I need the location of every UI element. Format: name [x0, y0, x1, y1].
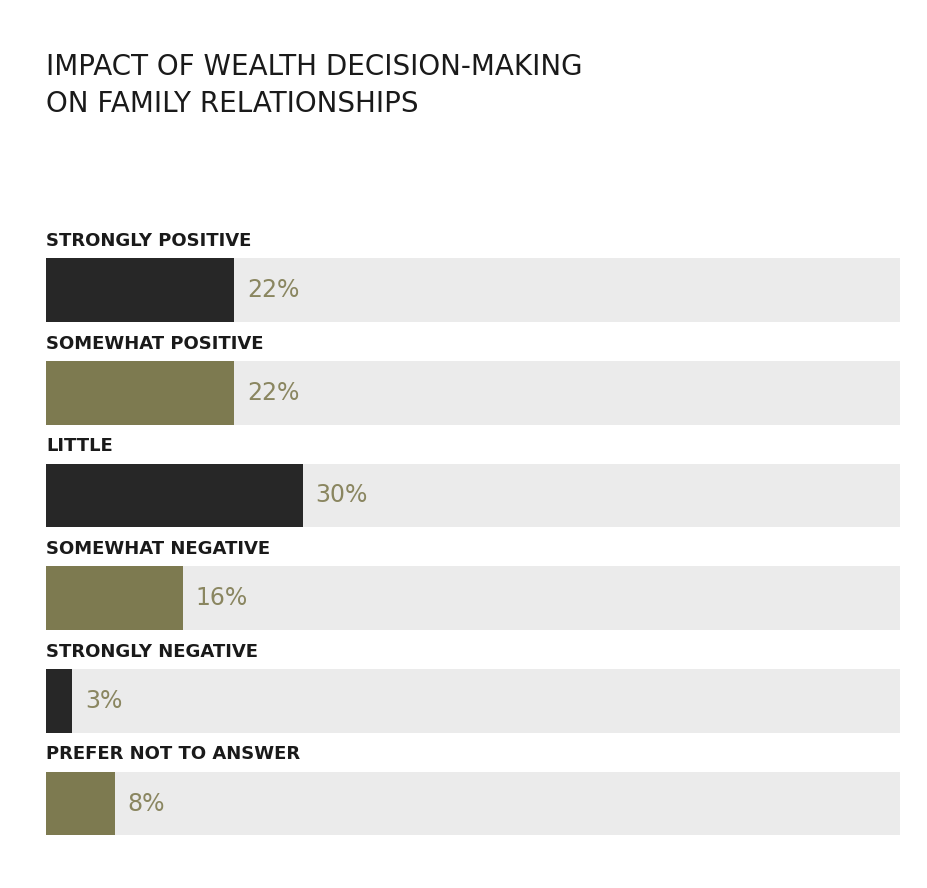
Bar — [46, 361, 234, 424]
Text: 8%: 8% — [127, 791, 165, 815]
Bar — [46, 361, 899, 424]
Text: 16%: 16% — [196, 586, 248, 610]
Text: 30%: 30% — [315, 483, 367, 507]
Text: STRONGLY POSITIVE: STRONGLY POSITIVE — [46, 232, 251, 250]
Bar — [46, 258, 234, 322]
Bar — [46, 772, 899, 836]
Text: 22%: 22% — [247, 381, 299, 405]
Text: IMPACT OF WEALTH DECISION-MAKING
ON FAMILY RELATIONSHIPS: IMPACT OF WEALTH DECISION-MAKING ON FAMI… — [46, 53, 582, 118]
Text: 22%: 22% — [247, 278, 299, 302]
Bar — [46, 669, 899, 733]
Bar — [46, 258, 899, 322]
Bar — [46, 567, 183, 630]
Bar — [46, 464, 899, 527]
Bar — [46, 567, 899, 630]
Bar — [46, 669, 72, 733]
Text: PREFER NOT TO ANSWER: PREFER NOT TO ANSWER — [46, 745, 300, 764]
Text: LITTLE: LITTLE — [46, 438, 113, 456]
Text: 3%: 3% — [84, 689, 122, 713]
Bar — [46, 464, 302, 527]
Bar — [46, 772, 115, 836]
Text: STRONGLY NEGATIVE: STRONGLY NEGATIVE — [46, 643, 258, 661]
Text: SOMEWHAT NEGATIVE: SOMEWHAT NEGATIVE — [46, 540, 271, 559]
Text: SOMEWHAT POSITIVE: SOMEWHAT POSITIVE — [46, 335, 263, 353]
